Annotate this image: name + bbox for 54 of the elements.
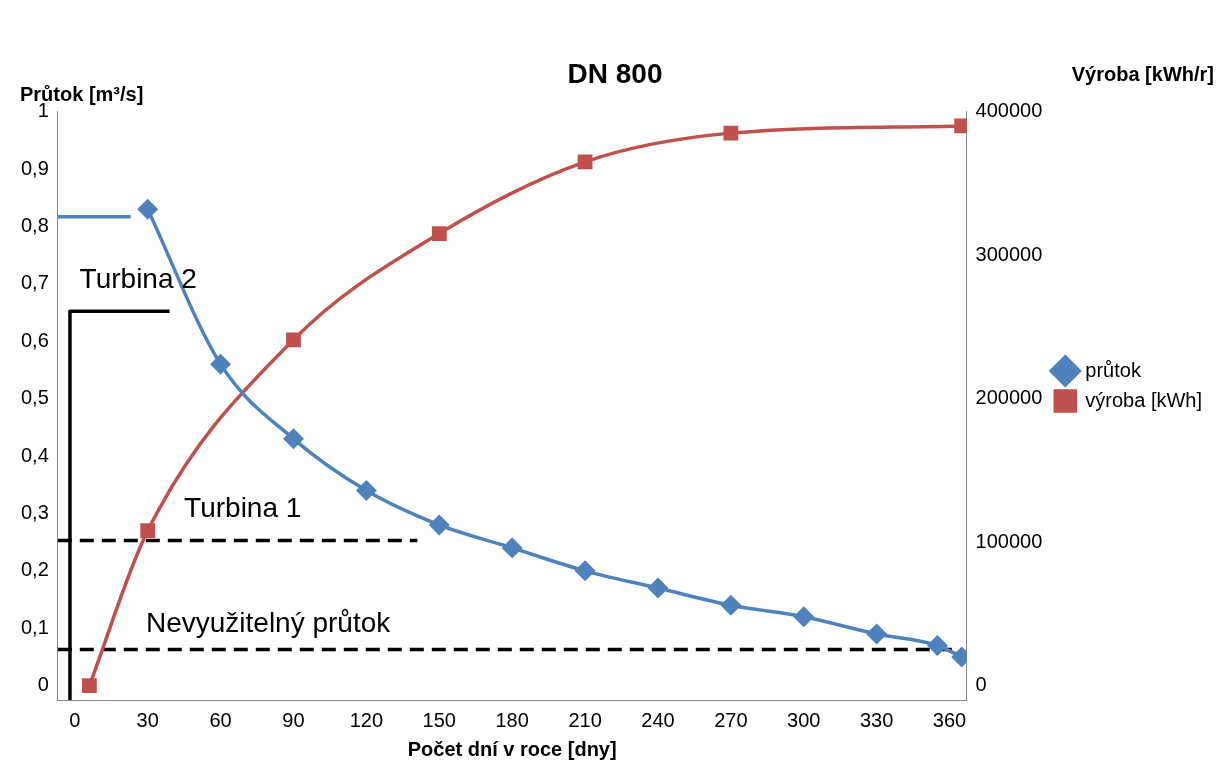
point — [575, 561, 595, 581]
point — [137, 199, 158, 219]
x-tick-label: 240 — [641, 708, 675, 731]
point — [648, 578, 668, 598]
x-tick-label: 330 — [859, 708, 894, 731]
y-tick-label: 0 — [37, 673, 49, 696]
point — [927, 635, 948, 656]
legend-label: výroba [kWh] — [1085, 388, 1202, 411]
annotation: Turbina 2 — [79, 262, 197, 294]
point — [577, 154, 593, 170]
point — [502, 538, 522, 558]
y-tick-label: 0,4 — [20, 443, 49, 466]
y-tick-label: 0,9 — [20, 156, 49, 179]
y-tick-label: 0,7 — [20, 271, 49, 294]
y2-tick-label: 200000 — [975, 386, 1043, 409]
y-tick-label: 0,8 — [20, 213, 49, 236]
y-tick-label: 0,6 — [20, 328, 49, 351]
annotation: Turbina 1 — [184, 492, 302, 524]
point — [429, 515, 450, 535]
x-tick-label: 300 — [787, 708, 821, 731]
x-tick-label: 120 — [349, 708, 384, 731]
point — [140, 523, 156, 539]
y2-tick-label: 100000 — [975, 529, 1043, 552]
y-tick-label: 0,5 — [20, 386, 49, 409]
point — [866, 624, 887, 644]
point — [81, 678, 97, 694]
x-tick-label: 210 — [568, 708, 602, 731]
y2-axis-title: Výroba [kWh/r] — [1071, 63, 1214, 86]
x-tick-label: 30 — [136, 708, 159, 731]
x-tick-label: 360 — [932, 708, 967, 731]
point — [210, 354, 231, 374]
point — [721, 595, 741, 616]
point — [356, 480, 377, 501]
y-tick-label: 0,2 — [20, 558, 49, 581]
point — [723, 125, 739, 141]
x-tick-label: 60 — [209, 708, 232, 731]
legend-label: průtok — [1085, 358, 1142, 381]
chart-title: DN 800 — [567, 57, 663, 89]
x-tick-label: 90 — [282, 708, 305, 731]
y2-tick-label: 0 — [975, 673, 987, 696]
x-tick-label: 180 — [495, 708, 529, 731]
y2-tick-label: 300000 — [975, 242, 1043, 265]
point — [283, 429, 304, 449]
point — [794, 607, 814, 627]
point — [286, 332, 301, 348]
point — [431, 226, 447, 241]
annotation: Nevyužitelný průtok — [145, 606, 392, 638]
y-tick-label: 0,1 — [20, 615, 49, 638]
x-tick-label: 0 — [69, 708, 81, 731]
y-tick-label: 0,3 — [20, 500, 49, 523]
x-tick-label: 150 — [422, 708, 456, 731]
x-axis-title: Počet dní v roce [dny] — [407, 737, 617, 760]
x-tick-label: 270 — [714, 708, 748, 731]
y2-tick-label: 400000 — [975, 99, 1043, 122]
